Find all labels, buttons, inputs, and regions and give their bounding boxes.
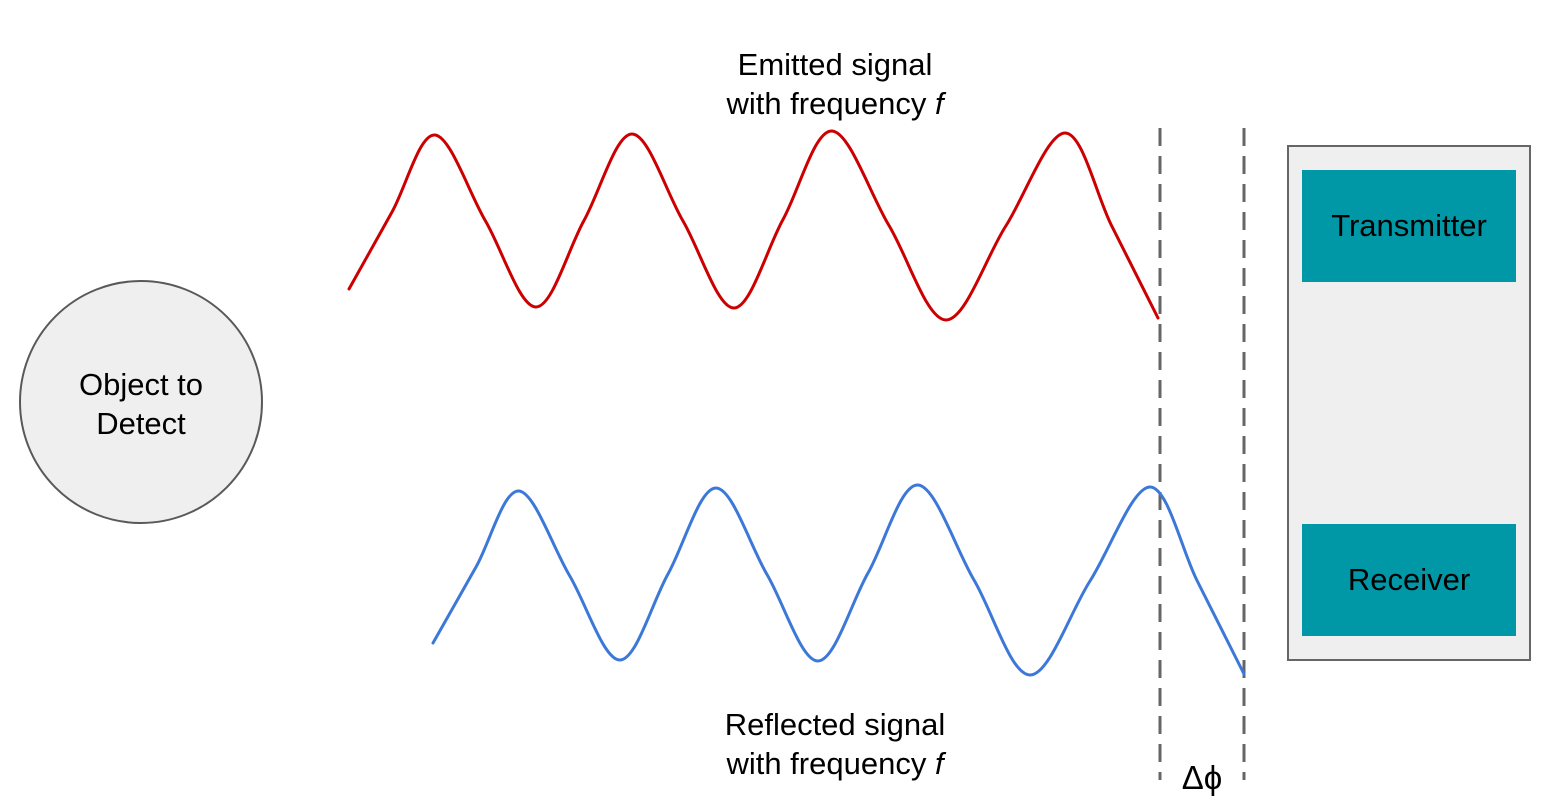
- emitted-signal-wave: [347, 129, 1160, 322]
- reflected-label-prefix: with frequency: [726, 746, 935, 781]
- emitted-label-line1: Emitted signal: [737, 47, 933, 82]
- reflected-frequency-symbol: f: [934, 746, 944, 781]
- object-label-line1: Object to: [78, 367, 204, 402]
- emitted-label-line2: with frequency f: [660, 84, 1010, 123]
- emitted-frequency-symbol: f: [934, 86, 944, 121]
- transmitter-label: Transmitter: [1331, 208, 1487, 243]
- receiver-box: [1302, 524, 1516, 636]
- object-label: Object to Detect: [20, 365, 262, 443]
- phase-shift-label: Δϕ: [1181, 759, 1223, 796]
- reflected-signal-label: Reflected signal with frequency f: [660, 705, 1010, 783]
- reflected-label-line1: Reflected signal: [724, 707, 946, 742]
- emitted-label-prefix: with frequency: [726, 86, 935, 121]
- receiver-label: Receiver: [1347, 562, 1471, 597]
- object-circle: [19, 280, 263, 524]
- reflected-signal-wave: [431, 483, 1246, 677]
- emitted-signal-label: Emitted signal with frequency f: [660, 45, 1010, 123]
- reflected-label-line2: with frequency f: [660, 744, 1010, 783]
- object-label-line2: Detect: [96, 406, 186, 441]
- transmitter-box: [1302, 170, 1516, 282]
